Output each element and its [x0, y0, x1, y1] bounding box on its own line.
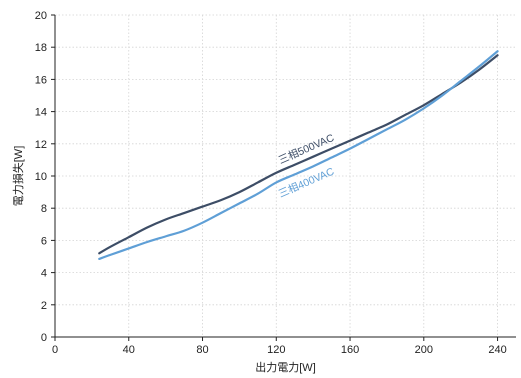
y-tick-label: 18	[35, 42, 47, 54]
y-tick-label: 2	[41, 300, 47, 312]
y-tick-label: 8	[41, 203, 47, 215]
y-tick-label: 12	[35, 139, 47, 151]
y-tick-label: 0	[41, 332, 47, 344]
x-tick-label: 0	[52, 344, 58, 356]
y-tick-label: 14	[35, 107, 47, 119]
tick-labels: 0 40 80 120 160 200 240 0 2 4 6 8 10 12 14 16 18 20	[35, 10, 507, 356]
y-tick-label: 10	[35, 171, 47, 183]
x-tick-label: 40	[123, 344, 135, 356]
series-line-500vac	[98, 54, 499, 255]
x-tick-label: 200	[415, 344, 433, 356]
y-tick-label: 20	[35, 10, 47, 22]
y-axis-title: 電力損失[W]	[11, 146, 25, 207]
x-tick-label: 160	[341, 344, 359, 356]
x-tick-label: 240	[488, 344, 506, 356]
axes	[51, 14, 516, 341]
x-axis-title: 出力電力[W]	[255, 360, 316, 374]
y-tick-label: 4	[41, 268, 47, 280]
y-tick-label: 6	[41, 235, 47, 247]
series-layer	[98, 50, 499, 261]
y-tick-label: 16	[35, 74, 47, 86]
grid-lines	[55, 14, 516, 337]
series-line-400vac	[98, 50, 499, 261]
x-tick-label: 120	[267, 344, 285, 356]
series-label-500vac: 三相500VAC	[276, 131, 336, 167]
x-tick-label: 80	[196, 344, 208, 356]
